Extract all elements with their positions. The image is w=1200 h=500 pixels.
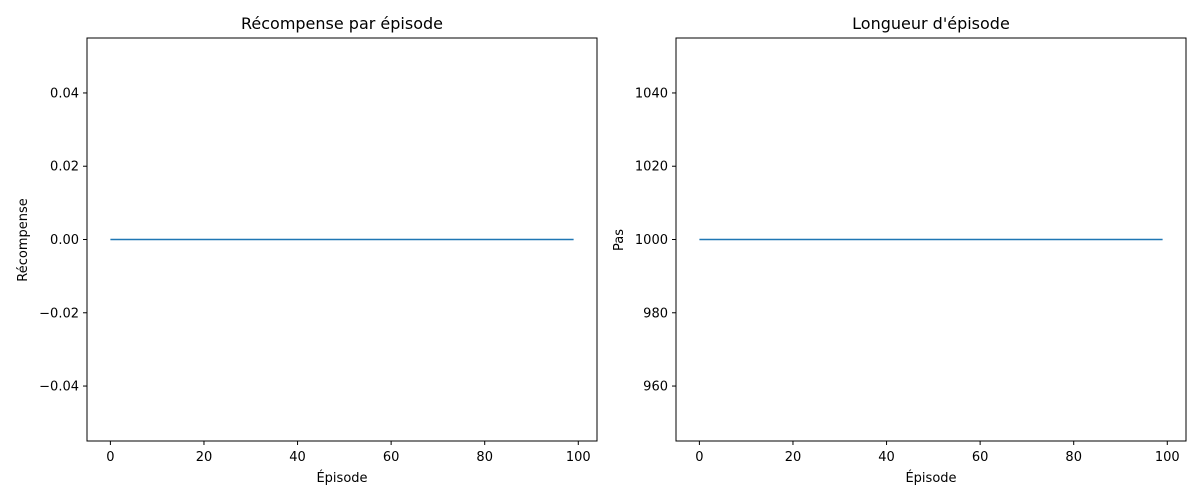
length-chart: Longueur d'épisode 0 20 40 60 80 100 960 980 10… xyxy=(612,14,1187,486)
reward-chart: Récompense par épisode 0 20 40 60 80 100 −0.0… xyxy=(16,14,598,486)
x-tick-label: 80 xyxy=(1065,450,1082,465)
x-tick-label: 40 xyxy=(289,450,306,465)
x-tick-label: 100 xyxy=(1155,450,1180,465)
y-tick-label: 960 xyxy=(643,380,668,395)
x-tick-label: 60 xyxy=(383,450,400,465)
x-axis-label: Épisode xyxy=(905,470,956,486)
y-axis-label: Pas xyxy=(612,229,627,251)
x-axis-ticks: 0 20 40 60 80 100 xyxy=(695,441,1180,465)
x-axis-ticks: 0 20 40 60 80 100 xyxy=(106,441,591,465)
x-tick-label: 20 xyxy=(196,450,213,465)
x-tick-label: 20 xyxy=(785,450,802,465)
y-axis-ticks: 960 980 1000 1020 1040 xyxy=(635,86,676,395)
y-tick-label: −0.02 xyxy=(39,306,79,321)
y-tick-label: −0.04 xyxy=(39,380,79,395)
x-tick-label: 100 xyxy=(566,450,591,465)
x-axis-label: Épisode xyxy=(316,470,367,486)
y-tick-label: 980 xyxy=(643,306,668,321)
y-tick-label: 1020 xyxy=(635,160,668,175)
x-tick-label: 0 xyxy=(106,450,114,465)
y-tick-label: 1000 xyxy=(635,233,668,248)
x-tick-label: 0 xyxy=(695,450,703,465)
x-tick-label: 60 xyxy=(972,450,989,465)
chart-title: Longueur d'épisode xyxy=(852,14,1010,33)
x-tick-label: 40 xyxy=(878,450,895,465)
y-tick-label: 0.00 xyxy=(50,233,79,248)
y-tick-label: 0.04 xyxy=(50,86,79,101)
x-tick-label: 80 xyxy=(476,450,493,465)
chart-title: Récompense par épisode xyxy=(241,14,443,33)
y-tick-label: 1040 xyxy=(635,86,668,101)
y-axis-ticks: −0.04 −0.02 0.00 0.02 0.04 xyxy=(39,86,87,395)
y-axis-label: Récompense xyxy=(16,198,31,281)
y-tick-label: 0.02 xyxy=(50,160,79,175)
